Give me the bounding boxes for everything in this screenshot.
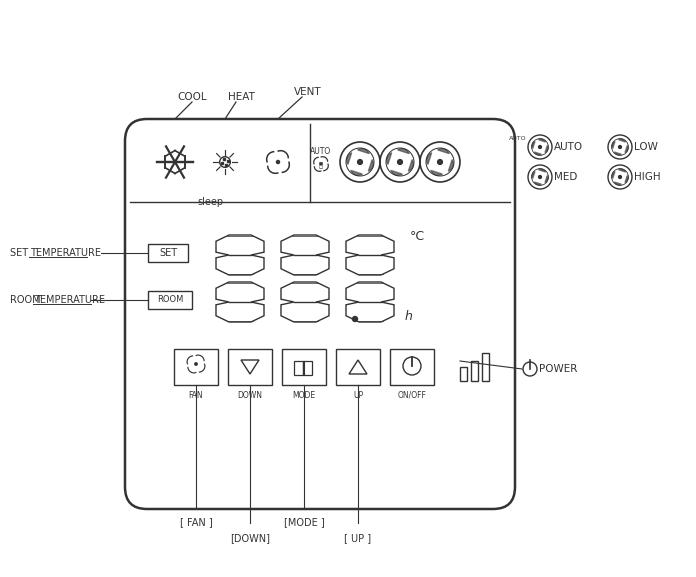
Text: AUTO: AUTO [554, 142, 583, 152]
Text: LOW: LOW [634, 142, 658, 152]
Polygon shape [438, 149, 449, 153]
Bar [303, 361, 312, 375]
Polygon shape [535, 182, 541, 185]
Text: UP: UP [353, 391, 363, 400]
Text: sleep: sleep [197, 197, 223, 207]
Bar [282, 349, 326, 385]
Text: VENT: VENT [294, 87, 322, 97]
Text: [ UP ]: [ UP ] [345, 533, 372, 543]
Circle shape [320, 163, 322, 165]
Polygon shape [625, 175, 628, 182]
Circle shape [352, 317, 358, 321]
Text: TEMPERATURE: TEMPERATURE [30, 248, 101, 258]
Polygon shape [619, 169, 626, 172]
Text: HEAT: HEAT [228, 92, 255, 102]
Text: FAN: FAN [189, 391, 203, 400]
Text: SET: SET [10, 248, 31, 258]
Polygon shape [532, 141, 535, 148]
Polygon shape [612, 141, 615, 148]
Bar [228, 349, 272, 385]
Bar [482, 353, 489, 381]
Bar [148, 244, 188, 262]
Bar [174, 349, 218, 385]
Text: TEMPERATURE: TEMPERATURE [34, 295, 105, 305]
Text: [ FAN ]: [ FAN ] [180, 517, 212, 527]
Text: COOL: COOL [177, 92, 207, 102]
Text: AUTO: AUTO [509, 136, 527, 141]
Text: [MODE ]: [MODE ] [284, 517, 324, 527]
FancyBboxPatch shape [125, 119, 515, 509]
Polygon shape [619, 139, 626, 142]
Circle shape [276, 160, 280, 163]
Text: SET: SET [159, 248, 177, 258]
Circle shape [195, 363, 197, 365]
Circle shape [539, 145, 541, 148]
Text: 图: 图 [319, 162, 323, 168]
Polygon shape [612, 171, 615, 178]
Text: HIGH: HIGH [634, 172, 661, 182]
Polygon shape [351, 170, 363, 175]
Polygon shape [368, 160, 373, 171]
Polygon shape [539, 169, 546, 172]
Bar [460, 367, 467, 381]
Text: ON/OFF: ON/OFF [397, 391, 427, 400]
Polygon shape [545, 175, 548, 182]
Polygon shape [448, 160, 453, 171]
Text: AUTO: AUTO [310, 148, 331, 156]
Polygon shape [431, 170, 443, 175]
Text: ROOM: ROOM [157, 295, 183, 305]
Circle shape [539, 175, 541, 178]
Text: [DOWN]: [DOWN] [230, 533, 270, 543]
Circle shape [397, 160, 402, 164]
Text: DOWN: DOWN [237, 391, 262, 400]
Polygon shape [358, 149, 369, 153]
Bar [471, 361, 478, 381]
Text: MODE: MODE [292, 391, 315, 400]
Text: POWER: POWER [539, 364, 578, 374]
Polygon shape [625, 145, 628, 152]
Text: °C: °C [410, 230, 425, 243]
Bar [294, 361, 303, 375]
Polygon shape [387, 153, 392, 164]
Text: h: h [405, 310, 413, 324]
Polygon shape [532, 171, 535, 178]
Polygon shape [409, 160, 413, 171]
Bar [390, 349, 434, 385]
Polygon shape [390, 170, 402, 175]
Circle shape [358, 160, 363, 164]
Bar [336, 349, 380, 385]
Polygon shape [347, 153, 351, 164]
Polygon shape [535, 152, 541, 155]
Polygon shape [615, 182, 622, 185]
Circle shape [438, 160, 443, 164]
Polygon shape [539, 139, 546, 142]
Polygon shape [397, 149, 409, 153]
Bar [148, 291, 192, 309]
Polygon shape [545, 145, 548, 152]
Polygon shape [615, 152, 622, 155]
Text: MED: MED [554, 172, 578, 182]
Circle shape [619, 175, 622, 178]
Text: ROOM: ROOM [10, 295, 44, 305]
Circle shape [619, 145, 622, 148]
Polygon shape [427, 153, 432, 164]
